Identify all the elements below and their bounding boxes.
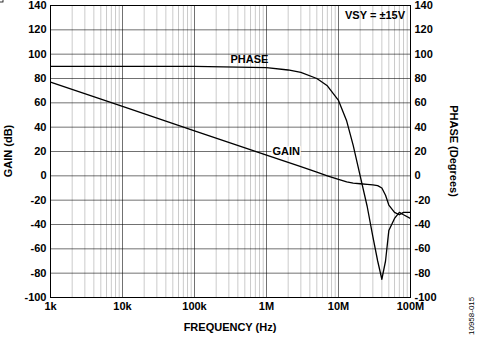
svg-text:10M: 10M <box>328 300 349 312</box>
svg-text:-20: -20 <box>415 194 431 206</box>
svg-text:100: 100 <box>415 48 433 60</box>
svg-text:-40: -40 <box>415 218 431 230</box>
svg-text:FREQUENCY (Hz): FREQUENCY (Hz) <box>184 321 277 333</box>
svg-text:100M: 100M <box>396 300 425 313</box>
svg-text:60: 60 <box>34 96 46 108</box>
svg-text:80: 80 <box>34 72 46 84</box>
svg-text:-80: -80 <box>415 267 431 279</box>
svg-text:0: 0 <box>40 169 46 181</box>
svg-text:-100: -100 <box>415 291 437 303</box>
svg-text:0: 0 <box>415 169 421 181</box>
svg-text:GAIN (dB): GAIN (dB) <box>2 124 14 177</box>
svg-text:100k: 100k <box>182 300 207 312</box>
svg-text:20: 20 <box>34 145 46 157</box>
svg-text:40: 40 <box>415 121 427 133</box>
svg-text:40: 40 <box>34 121 46 133</box>
svg-text:-40: -40 <box>31 218 47 230</box>
svg-text:140: 140 <box>28 0 46 11</box>
svg-text:10k: 10k <box>113 300 132 312</box>
svg-text:140: 140 <box>415 0 433 11</box>
svg-text:10958-015: 10958-015 <box>467 296 476 335</box>
svg-text:-60: -60 <box>415 242 431 254</box>
svg-text:VSY = ±15V: VSY = ±15V <box>345 9 406 21</box>
svg-text:1k: 1k <box>44 300 57 313</box>
svg-text:-100: -100 <box>24 291 46 303</box>
svg-text:-20: -20 <box>31 194 47 206</box>
svg-text:PHASE: PHASE <box>231 53 269 65</box>
svg-text:-60: -60 <box>31 242 47 254</box>
svg-text:1M: 1M <box>259 300 274 312</box>
svg-text:20: 20 <box>415 145 427 157</box>
svg-text:-80: -80 <box>31 267 47 279</box>
svg-text:120: 120 <box>415 23 433 35</box>
svg-text:GAIN: GAIN <box>273 145 301 157</box>
svg-text:100: 100 <box>28 48 46 60</box>
svg-text:PHASE (Degrees): PHASE (Degrees) <box>448 105 460 197</box>
svg-text:120: 120 <box>28 23 46 35</box>
svg-text:80: 80 <box>415 72 427 84</box>
svg-text:60: 60 <box>415 96 427 108</box>
